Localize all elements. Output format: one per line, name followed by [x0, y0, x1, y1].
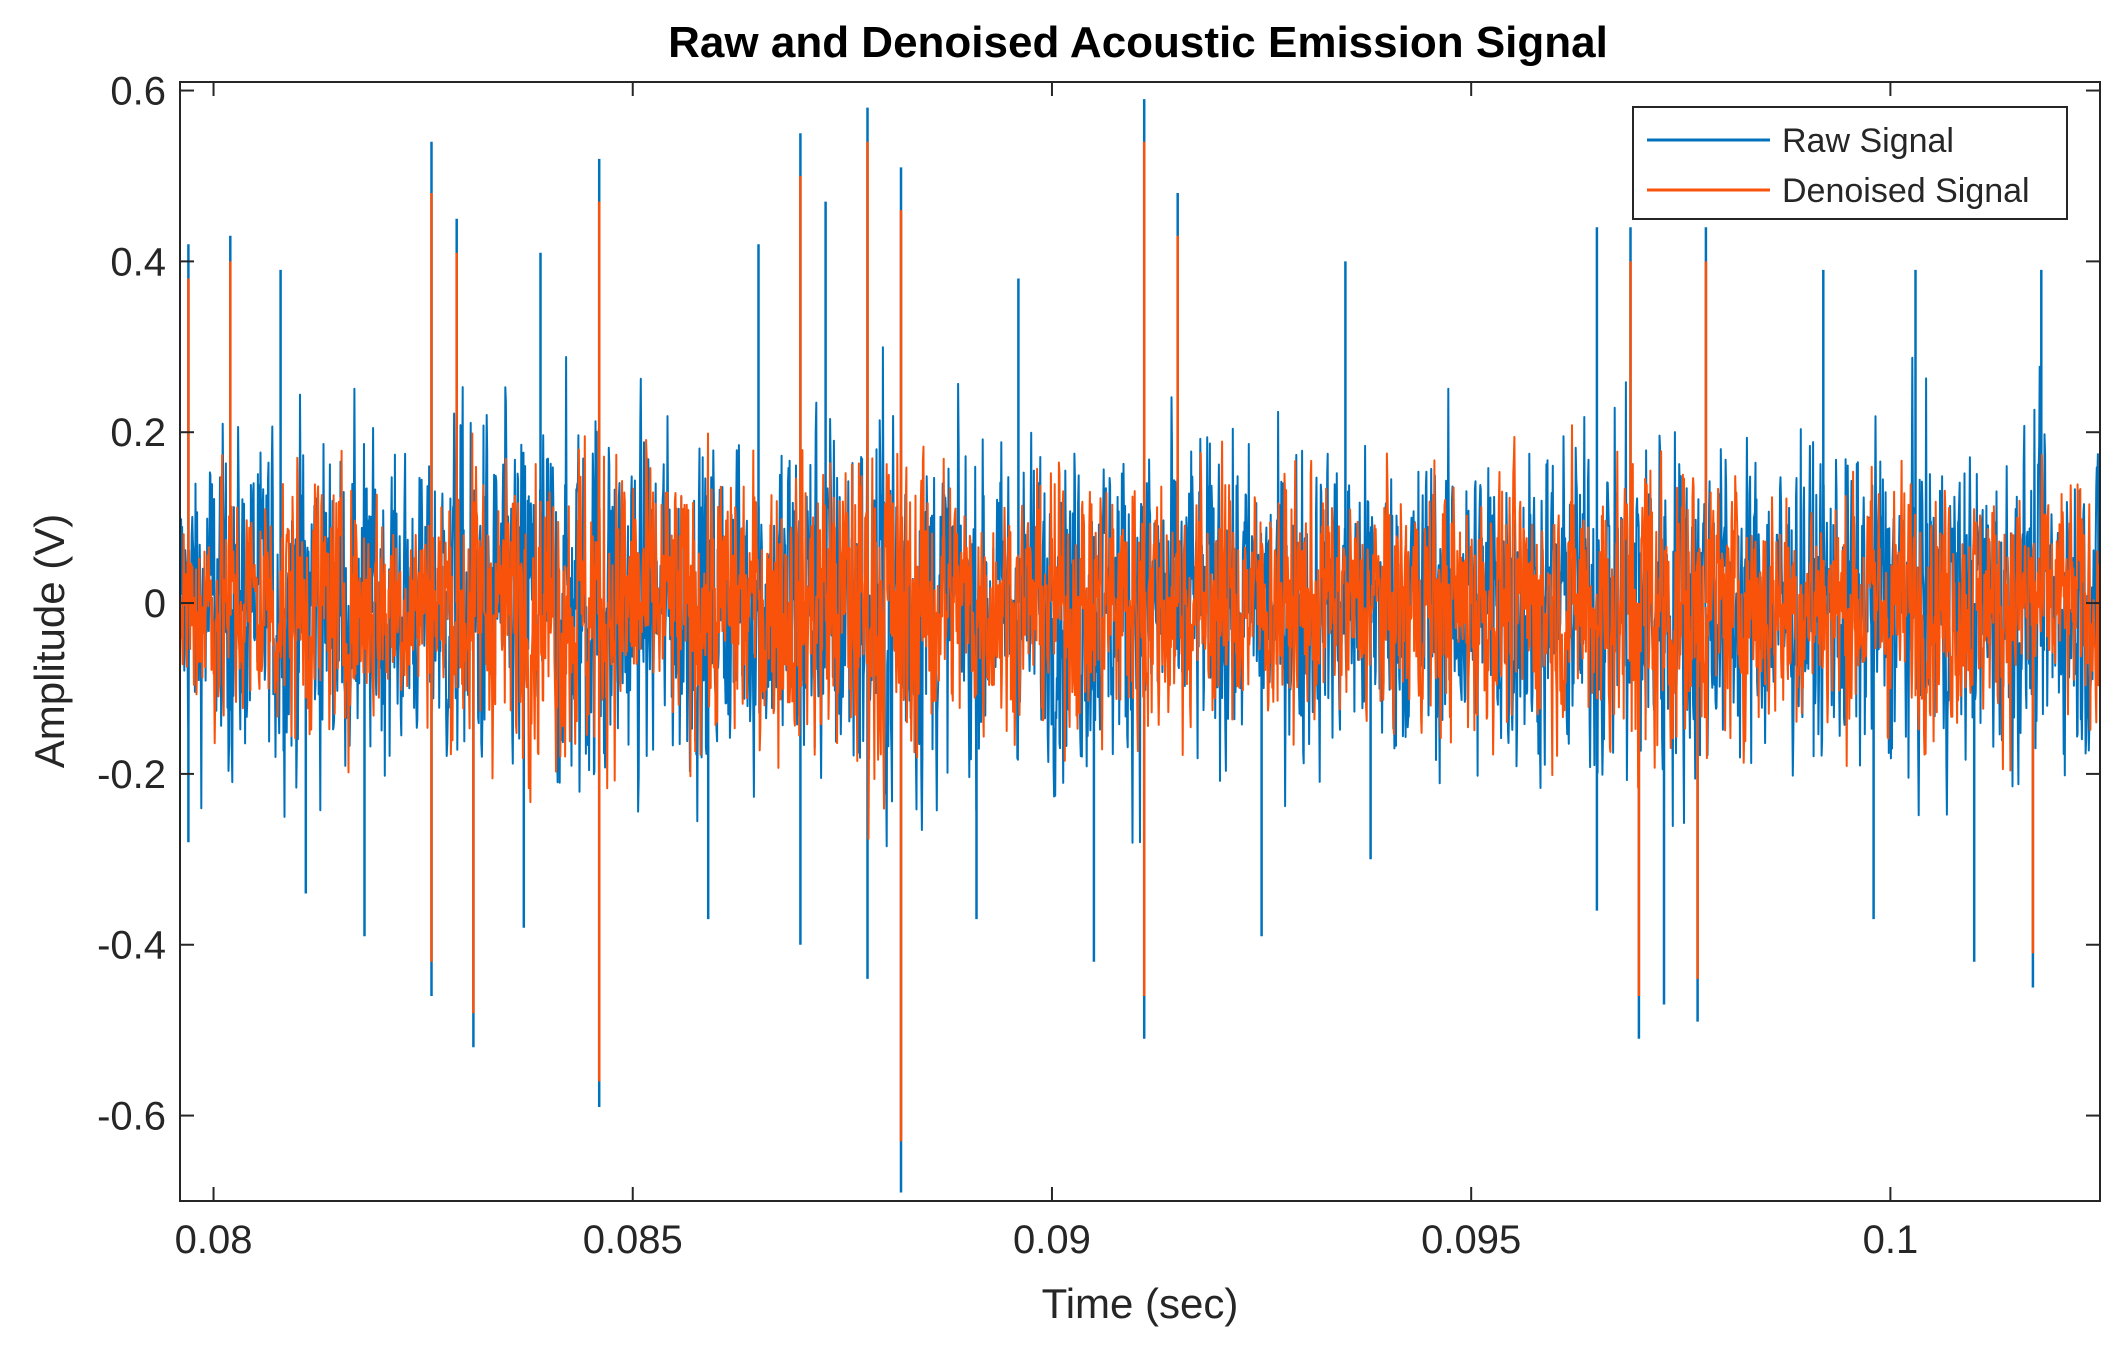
y-tick-label: -0.4 — [97, 924, 166, 968]
chart-title: Raw and Denoised Acoustic Emission Signa… — [668, 18, 1608, 67]
legend-label-raw: Raw Signal — [1782, 122, 1954, 160]
x-tick-label: 0.08 — [175, 1218, 253, 1262]
x-tick-label: 0.095 — [1421, 1218, 1521, 1262]
signal-trace — [180, 424, 2100, 840]
plot-frame — [179, 81, 2101, 1202]
x-axis: 0.08 0.085 0.09 0.095 0.1 — [175, 82, 1919, 1262]
series-layer — [180, 99, 2100, 1193]
legend-label-denoised: Denoised Signal — [1782, 172, 2030, 210]
y-axis-label: Amplitude (V) — [26, 514, 73, 768]
x-tick-label: 0.09 — [1013, 1218, 1091, 1262]
y-tick-label: 0.6 — [110, 70, 166, 114]
x-tick-label: 0.1 — [1863, 1218, 1919, 1262]
y-tick-label: 0.4 — [110, 240, 166, 284]
y-tick-label: 0.2 — [110, 411, 166, 455]
x-axis-label: Time (sec) — [1042, 1280, 1239, 1327]
legend-box — [1632, 106, 2068, 220]
y-tick-label: -0.6 — [97, 1095, 166, 1139]
y-axis: 0.6 0.4 0.2 0 -0.2 -0.4 -0.6 — [97, 70, 2100, 1139]
y-tick-label: 0 — [144, 582, 166, 626]
x-tick-label: 0.085 — [583, 1218, 683, 1262]
legend[interactable]: Raw Signal Denoised Signal — [1632, 106, 2068, 220]
series-denoised-signal — [180, 141, 2100, 1142]
y-tick-label: -0.2 — [97, 753, 166, 797]
